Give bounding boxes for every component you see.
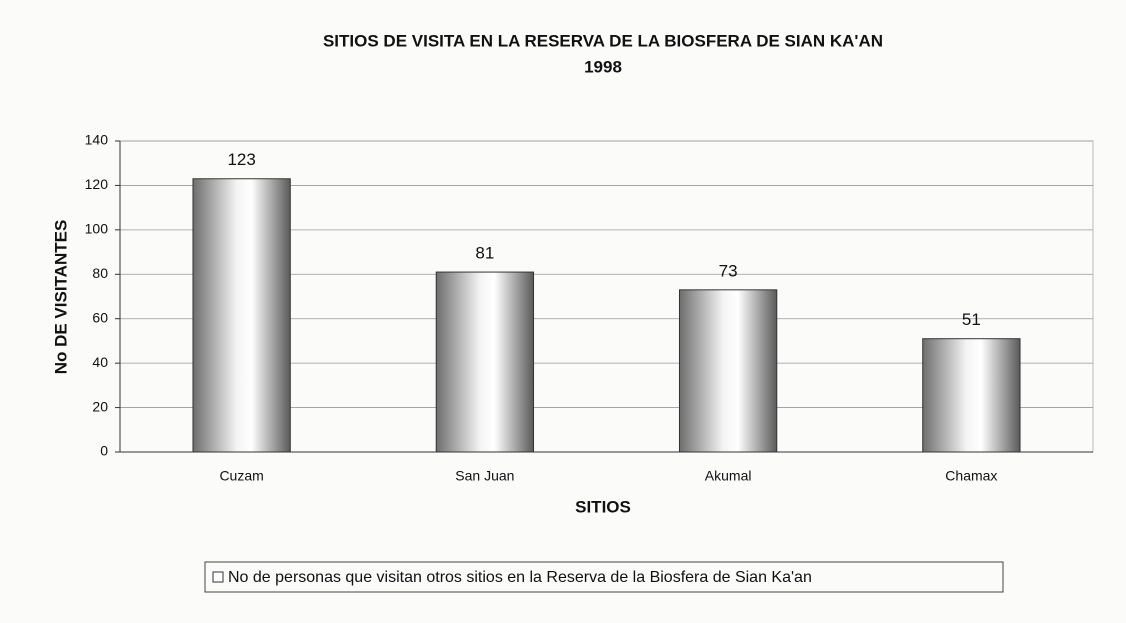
x-axis-label: SITIOS bbox=[575, 497, 631, 516]
y-tick-label: 60 bbox=[92, 309, 108, 325]
y-tick-label: 40 bbox=[92, 354, 108, 370]
bar bbox=[678, 289, 778, 453]
y-axis-label: No DE VISITANTES bbox=[51, 220, 70, 375]
bar bbox=[435, 271, 535, 453]
x-tick-label: Akumal bbox=[705, 468, 752, 484]
x-tick-label: Chamax bbox=[945, 468, 997, 484]
x-tick-label: San Juan bbox=[455, 468, 514, 484]
chart-title: SITIOS DE VISITA EN LA RESERVA DE LA BIO… bbox=[323, 31, 883, 50]
bar bbox=[922, 338, 1021, 453]
chart-subtitle: 1998 bbox=[584, 57, 622, 76]
y-tick-label: 80 bbox=[92, 265, 108, 281]
bar bbox=[192, 178, 291, 453]
y-tick-label: 0 bbox=[100, 443, 108, 459]
y-tick-label: 140 bbox=[85, 132, 109, 148]
data-label: 81 bbox=[475, 244, 494, 263]
data-label: 73 bbox=[719, 261, 738, 280]
legend bbox=[204, 561, 1004, 593]
y-tick-label: 100 bbox=[85, 221, 109, 237]
data-label: 51 bbox=[962, 310, 981, 329]
data-label: 123 bbox=[227, 150, 255, 169]
legend-swatch bbox=[212, 571, 224, 583]
x-tick-label: Cuzam bbox=[219, 468, 263, 484]
legend-label: No de personas que visitan otros sitios … bbox=[228, 569, 812, 586]
y-tick-label: 120 bbox=[85, 176, 109, 192]
y-tick-label: 20 bbox=[92, 398, 108, 414]
